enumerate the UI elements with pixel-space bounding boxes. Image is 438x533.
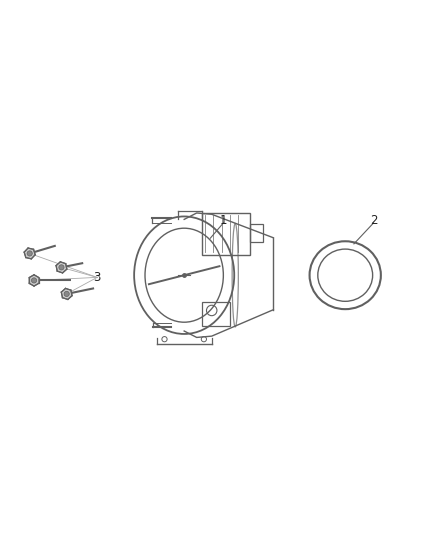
Polygon shape [29,275,39,286]
Circle shape [32,278,37,283]
Text: 1: 1 [219,214,227,227]
Bar [250,224,263,242]
Text: 2: 2 [370,214,377,227]
Polygon shape [24,248,35,259]
Circle shape [27,251,32,256]
Bar [202,302,230,326]
Circle shape [59,265,64,270]
Polygon shape [61,288,72,300]
Text: 3: 3 [93,271,101,284]
Bar [202,213,250,255]
Polygon shape [56,262,67,273]
Circle shape [64,292,69,296]
